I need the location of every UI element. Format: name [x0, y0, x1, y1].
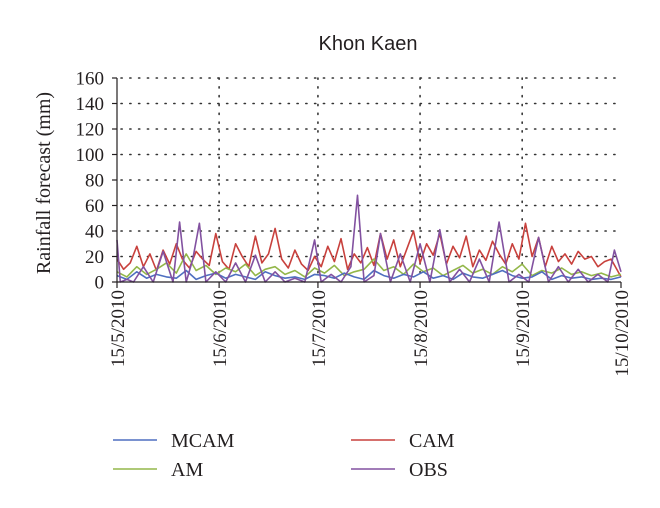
series-line-obs [116, 194, 622, 283]
y-tick-labels: 0 20 40 60 80 100 120 140 160 [76, 69, 105, 294]
series-line-am [116, 253, 622, 278]
y-tick-label: 160 [76, 69, 105, 90]
y-tick-label: 40 [85, 222, 104, 243]
legend-label-mcam: MCAM [171, 430, 235, 452]
x-tick-label: 15/10/2010 [612, 290, 633, 377]
y-tick-label: 100 [76, 145, 105, 166]
x-tick-label: 15/9/2010 [513, 290, 534, 367]
y-tick-label: 0 [95, 273, 105, 294]
gridlines [120, 77, 622, 280]
axes [112, 77, 622, 288]
legend-label-am: AM [171, 459, 203, 481]
y-tick-label: 120 [76, 120, 105, 141]
legend-label-cam: CAM [409, 430, 455, 452]
x-tick-labels: 15/5/2010 15/6/2010 15/7/2010 15/8/2010 15/9… [108, 290, 633, 377]
y-axis-label: Rainfall forecast (mm) [33, 92, 55, 274]
legend: MCAM CAM AM OBS [113, 430, 455, 481]
series-line-cam [116, 222, 622, 278]
y-tick-label: 60 [85, 196, 104, 217]
series-lines [116, 194, 622, 283]
x-tick-label: 15/8/2010 [411, 290, 432, 367]
chart-title: Khon Kaen [319, 33, 418, 55]
legend-label-obs: OBS [409, 459, 448, 481]
series-line-mcam [116, 269, 622, 281]
y-tick-label: 20 [85, 247, 104, 268]
x-tick-label: 15/7/2010 [309, 290, 330, 367]
x-tick-label: 15/6/2010 [210, 290, 231, 367]
x-tick-label: 15/5/2010 [108, 290, 129, 367]
y-tick-label: 80 [85, 171, 104, 192]
y-tick-label: 140 [76, 94, 105, 115]
